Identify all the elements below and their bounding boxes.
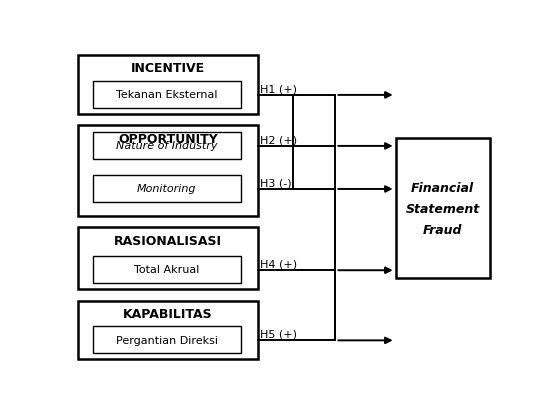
Text: RASIONALISASI: RASIONALISASI [114, 234, 222, 247]
FancyBboxPatch shape [93, 326, 241, 353]
Text: Tekanan Eksternal: Tekanan Eksternal [116, 90, 218, 100]
Text: Total Akrual: Total Akrual [134, 265, 199, 275]
Text: Monitoring: Monitoring [137, 184, 197, 194]
FancyBboxPatch shape [93, 175, 241, 202]
Text: Pergantian Direksi: Pergantian Direksi [116, 335, 218, 345]
FancyBboxPatch shape [78, 228, 258, 290]
FancyBboxPatch shape [78, 56, 258, 115]
Text: INCENTIVE: INCENTIVE [131, 62, 205, 75]
FancyBboxPatch shape [93, 256, 241, 283]
Text: H4 (+): H4 (+) [260, 259, 297, 269]
Text: Nature of Industry: Nature of Industry [116, 141, 218, 151]
Text: H3 (-): H3 (-) [260, 178, 292, 188]
Text: H2 (+): H2 (+) [260, 135, 297, 145]
FancyBboxPatch shape [78, 126, 258, 216]
Text: H5 (+): H5 (+) [260, 329, 297, 339]
Text: H1 (+): H1 (+) [260, 84, 297, 94]
Text: Financial
Statement
Fraud: Financial Statement Fraud [406, 181, 480, 236]
Text: OPPORTUNITY: OPPORTUNITY [118, 132, 218, 145]
FancyBboxPatch shape [93, 81, 241, 108]
FancyBboxPatch shape [93, 132, 241, 159]
FancyBboxPatch shape [396, 139, 490, 278]
Text: KAPABILITAS: KAPABILITAS [123, 307, 213, 320]
FancyBboxPatch shape [78, 301, 258, 360]
